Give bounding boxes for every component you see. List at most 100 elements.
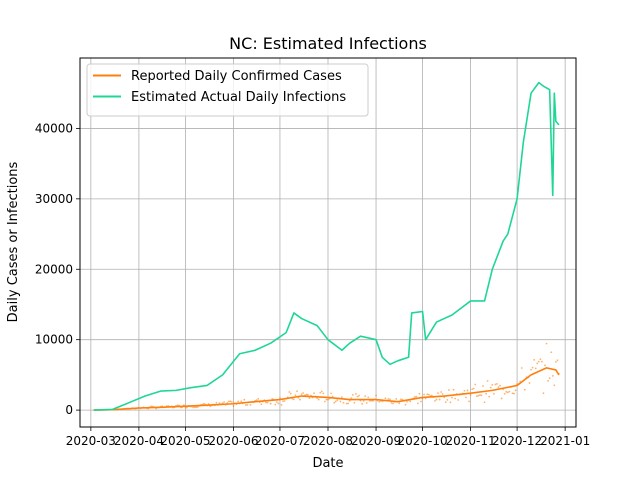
reported-daily-dot xyxy=(289,392,292,395)
reported-daily-dot xyxy=(497,386,500,389)
reported-daily-dot xyxy=(365,402,368,404)
x-tick-label: 2020-03 xyxy=(66,434,116,448)
reported-daily-dot xyxy=(351,394,354,396)
reported-daily-dot xyxy=(306,393,309,396)
legend-box xyxy=(86,63,369,117)
reported-daily-dot xyxy=(482,385,484,387)
x-tick-label: 2020-10 xyxy=(397,434,447,448)
reported-daily-dot xyxy=(275,401,278,403)
reported-daily-dot xyxy=(297,397,300,399)
reported-daily-dot xyxy=(378,400,381,403)
reported-daily-dot xyxy=(437,392,439,395)
reported-daily-dot xyxy=(355,392,357,395)
reported-daily-dot xyxy=(399,398,402,401)
reported-daily-dot xyxy=(423,393,425,396)
reported-daily-dot xyxy=(485,392,487,395)
y-tick-label: 10000 xyxy=(35,333,73,347)
reported-daily-dot xyxy=(282,400,284,403)
reported-daily-dot xyxy=(451,396,453,399)
reported-daily-dot xyxy=(541,360,543,363)
x-tick-label: 2020-11 xyxy=(446,434,496,448)
reported-daily-dot xyxy=(513,392,515,395)
reported-daily-dot xyxy=(390,402,393,404)
reported-daily-dot xyxy=(361,402,363,405)
reported-daily-dot xyxy=(319,391,322,394)
series-layer xyxy=(93,81,560,411)
reported-daily-dot xyxy=(438,398,441,401)
reported-daily-dot xyxy=(448,389,450,391)
reported-daily-dot xyxy=(417,402,419,405)
reported-daily-dot xyxy=(548,377,551,380)
reported-daily-dot xyxy=(288,391,291,393)
reported-daily-dot xyxy=(223,401,226,403)
x-axis: 2020-032020-042020-052020-062020-072020-… xyxy=(66,427,590,448)
reported-daily-dot xyxy=(449,401,452,404)
reported-daily-dot xyxy=(313,392,315,395)
reported-daily-dot xyxy=(500,397,503,400)
reported-daily-dot xyxy=(488,395,491,398)
x-tick-label: 2020-05 xyxy=(160,434,210,448)
reported-daily-dot xyxy=(384,397,387,400)
reported-daily-dot xyxy=(184,406,187,409)
reported-daily-dot xyxy=(554,360,557,363)
reported-daily-dot xyxy=(418,392,421,395)
reported-daily-dot xyxy=(520,367,523,369)
reported-daily-dot xyxy=(409,400,412,403)
reported-daily-dot xyxy=(347,402,350,405)
reported-daily-dot xyxy=(480,394,483,397)
reported-daily-dot xyxy=(444,401,447,404)
reported-daily-dot xyxy=(334,400,337,403)
reported-daily-dot xyxy=(293,398,295,401)
reported-daily-dot xyxy=(534,367,537,370)
reported-daily-dot xyxy=(353,401,356,404)
reported-daily-dot xyxy=(345,402,348,405)
reported-daily-dot xyxy=(533,358,536,361)
reported-daily-dot xyxy=(454,397,456,400)
x-tick-label: 2020-08 xyxy=(303,434,353,448)
reported-daily-dot xyxy=(466,389,469,392)
reported-daily-dot xyxy=(550,351,553,354)
reported-daily-dot xyxy=(266,401,269,404)
y-tick-label: 40000 xyxy=(35,121,73,135)
reported-daily-dot xyxy=(547,380,549,382)
reported-daily-dot xyxy=(483,401,486,404)
reported-daily-dot xyxy=(505,390,508,393)
reported-daily-dot xyxy=(457,399,460,401)
reported-daily-dot xyxy=(511,392,514,395)
reported-daily-dot xyxy=(514,389,517,392)
reported-daily-dot xyxy=(342,401,345,404)
reported-daily-dot xyxy=(280,403,283,406)
reported-daily-dot xyxy=(499,384,501,387)
series-line-estimated xyxy=(93,81,560,411)
reported-daily-dot xyxy=(544,364,546,367)
reported-daily-dot xyxy=(503,392,506,395)
reported-daily-dot xyxy=(404,403,407,406)
reported-daily-dot xyxy=(536,362,539,365)
legend-label-estimated: Estimated Actual Daily Infections xyxy=(131,90,346,105)
y-axis-label: Daily Cases or Infections xyxy=(6,161,21,322)
reported-daily-dot xyxy=(283,400,286,402)
reported-daily-dot xyxy=(260,403,263,406)
reported-daily-dot xyxy=(465,396,467,399)
reported-daily-dot xyxy=(308,397,311,399)
reported-daily-dot xyxy=(186,406,188,409)
reported-daily-dot xyxy=(341,396,343,399)
reported-daily-dot xyxy=(265,401,267,404)
reported-daily-dot xyxy=(150,405,153,408)
reported-daily-dot xyxy=(415,395,418,398)
series-line-reported xyxy=(93,367,560,411)
reported-daily-dot xyxy=(489,386,492,389)
reported-daily-dot xyxy=(271,398,274,400)
reported-daily-dot xyxy=(472,387,475,390)
reported-daily-dot xyxy=(539,358,542,361)
reported-daily-dot xyxy=(491,383,494,386)
legend-label-reported: Reported Daily Confirmed Cases xyxy=(131,69,342,84)
reported-daily-dot xyxy=(545,342,548,345)
reported-daily-dot xyxy=(492,392,495,395)
reported-daily-dot xyxy=(435,398,438,401)
reported-daily-dot xyxy=(331,395,334,398)
reported-daily-dot xyxy=(300,393,303,395)
reported-daily-dot xyxy=(244,404,247,406)
reported-daily-dot xyxy=(440,391,443,393)
